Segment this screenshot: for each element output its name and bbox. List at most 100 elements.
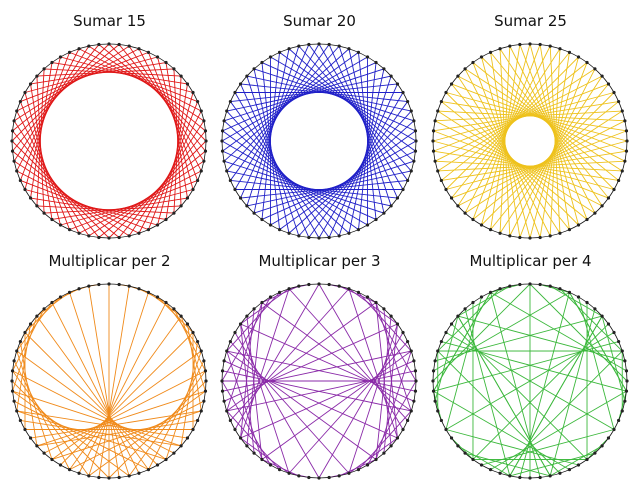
nail-point — [576, 223, 581, 227]
nail-point — [600, 444, 604, 448]
nail-point — [548, 234, 552, 238]
nail-point — [374, 217, 378, 222]
nail-point — [395, 322, 400, 326]
nail-point — [268, 55, 273, 59]
nail-point — [337, 284, 341, 288]
string-line — [60, 332, 194, 466]
nail-point — [172, 307, 176, 311]
string-line — [88, 292, 149, 477]
nail-point — [97, 235, 101, 240]
nail-point — [127, 474, 131, 478]
nail-point — [439, 339, 443, 344]
string-lines — [432, 43, 628, 239]
string-line — [51, 302, 140, 474]
nail-point — [202, 159, 206, 163]
nail-point — [199, 169, 203, 173]
nail-point — [42, 211, 46, 215]
nail-point — [528, 236, 532, 240]
nail-point — [406, 339, 410, 344]
nail-point — [518, 235, 522, 240]
nail-point — [382, 211, 386, 215]
nail-point — [439, 418, 443, 423]
nail-point — [233, 330, 237, 335]
nail-point — [548, 284, 552, 288]
nail-point — [606, 436, 611, 440]
string-line — [234, 283, 320, 430]
nail-point — [307, 42, 311, 47]
nail-point — [365, 223, 370, 227]
nail-point — [164, 300, 168, 305]
nail-point — [337, 44, 341, 48]
nail-point — [365, 463, 370, 467]
nail-point — [600, 314, 604, 318]
nail-point — [382, 67, 386, 71]
nail-point — [179, 204, 183, 208]
nail-point — [220, 149, 225, 153]
nail-point — [444, 330, 448, 335]
string-line — [240, 288, 290, 439]
nail-point — [127, 234, 131, 238]
nail-point — [146, 228, 151, 232]
nail-point — [401, 90, 405, 95]
nail-point — [172, 211, 176, 215]
nail-point — [356, 468, 361, 472]
nail-point — [463, 67, 467, 71]
nail-point — [317, 282, 321, 286]
nail-point — [409, 409, 413, 413]
nail-point — [164, 60, 168, 65]
panel-sumar-25: Sumar 25 — [424, 0, 637, 240]
nail-point — [449, 436, 454, 440]
nail-point — [347, 287, 351, 291]
string-art-circle — [10, 282, 208, 480]
nail-point — [28, 196, 33, 200]
nail-point — [10, 129, 15, 133]
nail-point — [10, 149, 15, 153]
nail-point — [77, 287, 81, 291]
nail-point — [220, 369, 225, 373]
nail-point — [623, 399, 627, 403]
nail-point — [593, 67, 597, 71]
string-line — [240, 323, 290, 474]
nail-point — [191, 330, 195, 335]
nail-point — [287, 287, 291, 291]
nail-point — [155, 463, 160, 467]
nail-point — [612, 427, 616, 432]
nail-point — [18, 418, 22, 423]
panel-multiplicar-2: Multiplicar per 2 — [3, 240, 216, 480]
nail-point — [625, 379, 629, 383]
string-line — [549, 445, 603, 477]
string-line — [226, 302, 263, 412]
string-line — [435, 315, 603, 362]
nail-point — [204, 379, 208, 383]
string-line — [451, 437, 474, 460]
string-line — [348, 323, 398, 474]
nail-point — [401, 187, 405, 192]
nail-point — [623, 119, 627, 123]
nail-point — [307, 475, 311, 480]
nail-point — [35, 204, 39, 208]
nail-point — [28, 322, 33, 326]
nail-point — [35, 74, 39, 78]
nail-point — [155, 55, 160, 59]
string-line — [221, 380, 271, 466]
nail-point — [600, 74, 604, 78]
nail-point — [625, 139, 629, 143]
nail-point — [18, 178, 22, 183]
nail-point — [444, 90, 448, 95]
nail-point — [567, 50, 572, 54]
nail-point — [431, 369, 436, 373]
string-art-circle — [431, 282, 629, 480]
string-line — [308, 44, 408, 181]
nail-point — [225, 109, 229, 113]
string-line — [549, 308, 596, 476]
nail-point — [228, 99, 232, 104]
string-lines — [221, 283, 417, 479]
string-line — [16, 350, 53, 460]
string-line — [569, 292, 627, 392]
nail-point — [196, 178, 200, 183]
nail-point — [196, 339, 200, 344]
nail-point — [624, 369, 629, 373]
nail-point — [238, 82, 243, 86]
nail-point — [252, 211, 256, 215]
nail-point — [471, 457, 475, 462]
